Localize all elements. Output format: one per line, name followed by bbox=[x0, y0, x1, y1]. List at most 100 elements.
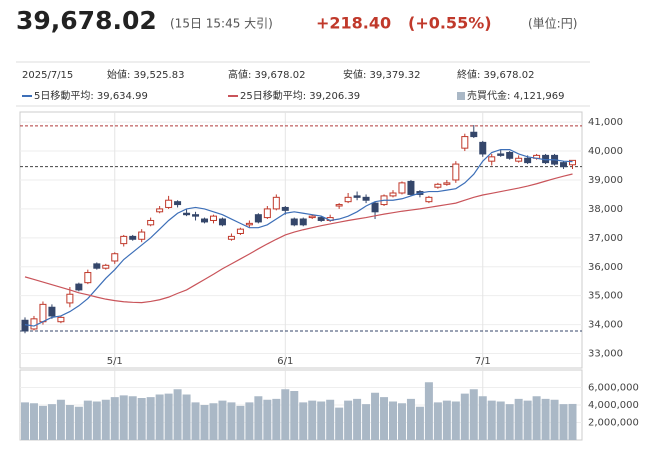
volume-bar bbox=[191, 402, 200, 440]
ma5-info: 5日移動平均: 39,634.99 bbox=[34, 89, 148, 102]
volume-bar bbox=[74, 406, 83, 440]
moving-average bbox=[24, 149, 573, 327]
change-pct: (+0.55%) bbox=[408, 14, 492, 33]
volume-bar bbox=[299, 402, 308, 440]
candle-body bbox=[138, 231, 146, 240]
volume-bar bbox=[128, 396, 137, 440]
date: 2025/7/15 bbox=[22, 70, 73, 81]
x-tick-label: 5/1 bbox=[107, 356, 123, 367]
candle-body bbox=[245, 222, 253, 226]
y-tick-label: 6,000,000 bbox=[588, 383, 639, 394]
candle-body bbox=[398, 182, 406, 194]
volume-bar bbox=[29, 403, 38, 440]
candle-body bbox=[290, 218, 298, 226]
volume-bar bbox=[119, 395, 128, 440]
volume-bar bbox=[173, 389, 182, 440]
volume-bar bbox=[514, 398, 523, 440]
volume-bar bbox=[362, 404, 371, 440]
candle-body bbox=[470, 131, 478, 138]
volume-bar bbox=[56, 399, 65, 440]
candle-body bbox=[371, 202, 379, 213]
candle-body bbox=[48, 306, 56, 317]
volume-bar bbox=[541, 398, 550, 440]
volume-bar bbox=[164, 393, 173, 440]
candle-body bbox=[183, 212, 191, 216]
price: 39,678.02 bbox=[16, 6, 157, 35]
close-info: 終値: 39,678.02 bbox=[457, 68, 534, 81]
volume-bar bbox=[397, 403, 406, 440]
moving-average bbox=[24, 173, 573, 304]
candle-body bbox=[218, 218, 226, 226]
volume-bar bbox=[442, 400, 451, 440]
volume-bar bbox=[245, 402, 254, 440]
volume-bar bbox=[505, 404, 514, 440]
volume-bar bbox=[263, 399, 272, 440]
unit: (単位:円) bbox=[528, 16, 577, 31]
candle-body bbox=[281, 206, 289, 211]
candle-body bbox=[497, 153, 505, 156]
turnover-info: 売買代金: 4,121,969 bbox=[467, 89, 564, 102]
volume-bar bbox=[155, 394, 164, 440]
volume-bar bbox=[272, 398, 281, 440]
y-tick-label: 36,000 bbox=[588, 262, 623, 273]
volume-bar bbox=[218, 400, 227, 440]
candle-body bbox=[209, 215, 217, 221]
volume-bar bbox=[380, 397, 389, 440]
candle-body bbox=[111, 253, 119, 262]
candle-body bbox=[362, 196, 370, 201]
turnover-key bbox=[457, 92, 465, 100]
volume-bar bbox=[308, 400, 317, 440]
candle-body bbox=[165, 199, 173, 208]
volume-bar bbox=[254, 396, 263, 440]
y-tick-label: 2,000,000 bbox=[588, 418, 639, 429]
candle-body bbox=[120, 235, 128, 245]
y-tick-label: 4,000,000 bbox=[588, 400, 639, 411]
y-tick-label: 39,000 bbox=[588, 175, 623, 186]
volume-bar bbox=[227, 402, 236, 440]
y-tick-label: 33,000 bbox=[588, 349, 623, 360]
candle-body bbox=[479, 141, 487, 155]
volume-bar bbox=[424, 382, 433, 440]
volume-bar bbox=[137, 398, 146, 440]
volume-bar bbox=[460, 393, 469, 440]
volume-bar bbox=[532, 396, 541, 440]
volume-bar bbox=[326, 399, 335, 440]
candle-body bbox=[515, 157, 523, 162]
y-tick-label: 41,000 bbox=[588, 117, 623, 128]
price-frame bbox=[19, 111, 583, 369]
volume-bar bbox=[469, 389, 478, 440]
candle-body bbox=[434, 183, 442, 188]
candle-body bbox=[353, 195, 361, 198]
candle-body bbox=[84, 272, 92, 284]
candle-body bbox=[272, 196, 280, 210]
volume-bar bbox=[101, 399, 110, 440]
candle-body bbox=[452, 163, 460, 181]
candle-body bbox=[344, 196, 352, 203]
y-tick-label: 38,000 bbox=[588, 204, 623, 215]
candle-body bbox=[488, 156, 496, 162]
volume-bar bbox=[92, 401, 101, 440]
volume-bar bbox=[415, 406, 424, 440]
candle-body bbox=[192, 214, 200, 217]
candle-body bbox=[308, 215, 316, 219]
candle-body bbox=[201, 218, 209, 223]
candle-body bbox=[57, 316, 65, 323]
candle-body bbox=[75, 283, 83, 291]
candle-body bbox=[335, 204, 343, 207]
volume-bar bbox=[451, 401, 460, 440]
candle-body bbox=[569, 159, 577, 166]
candle-body bbox=[66, 293, 74, 304]
candle-body bbox=[461, 136, 469, 149]
volume-bar bbox=[290, 391, 299, 440]
volume-bar bbox=[47, 404, 56, 440]
change: +218.40 bbox=[316, 14, 391, 33]
volume-bar bbox=[487, 400, 496, 440]
volume-bar bbox=[317, 401, 326, 440]
candle-body bbox=[147, 219, 155, 226]
candle-body bbox=[39, 303, 47, 323]
candle-body bbox=[317, 217, 325, 221]
candle-body bbox=[21, 319, 29, 332]
candle-body bbox=[254, 214, 262, 223]
candle-body bbox=[560, 162, 568, 168]
